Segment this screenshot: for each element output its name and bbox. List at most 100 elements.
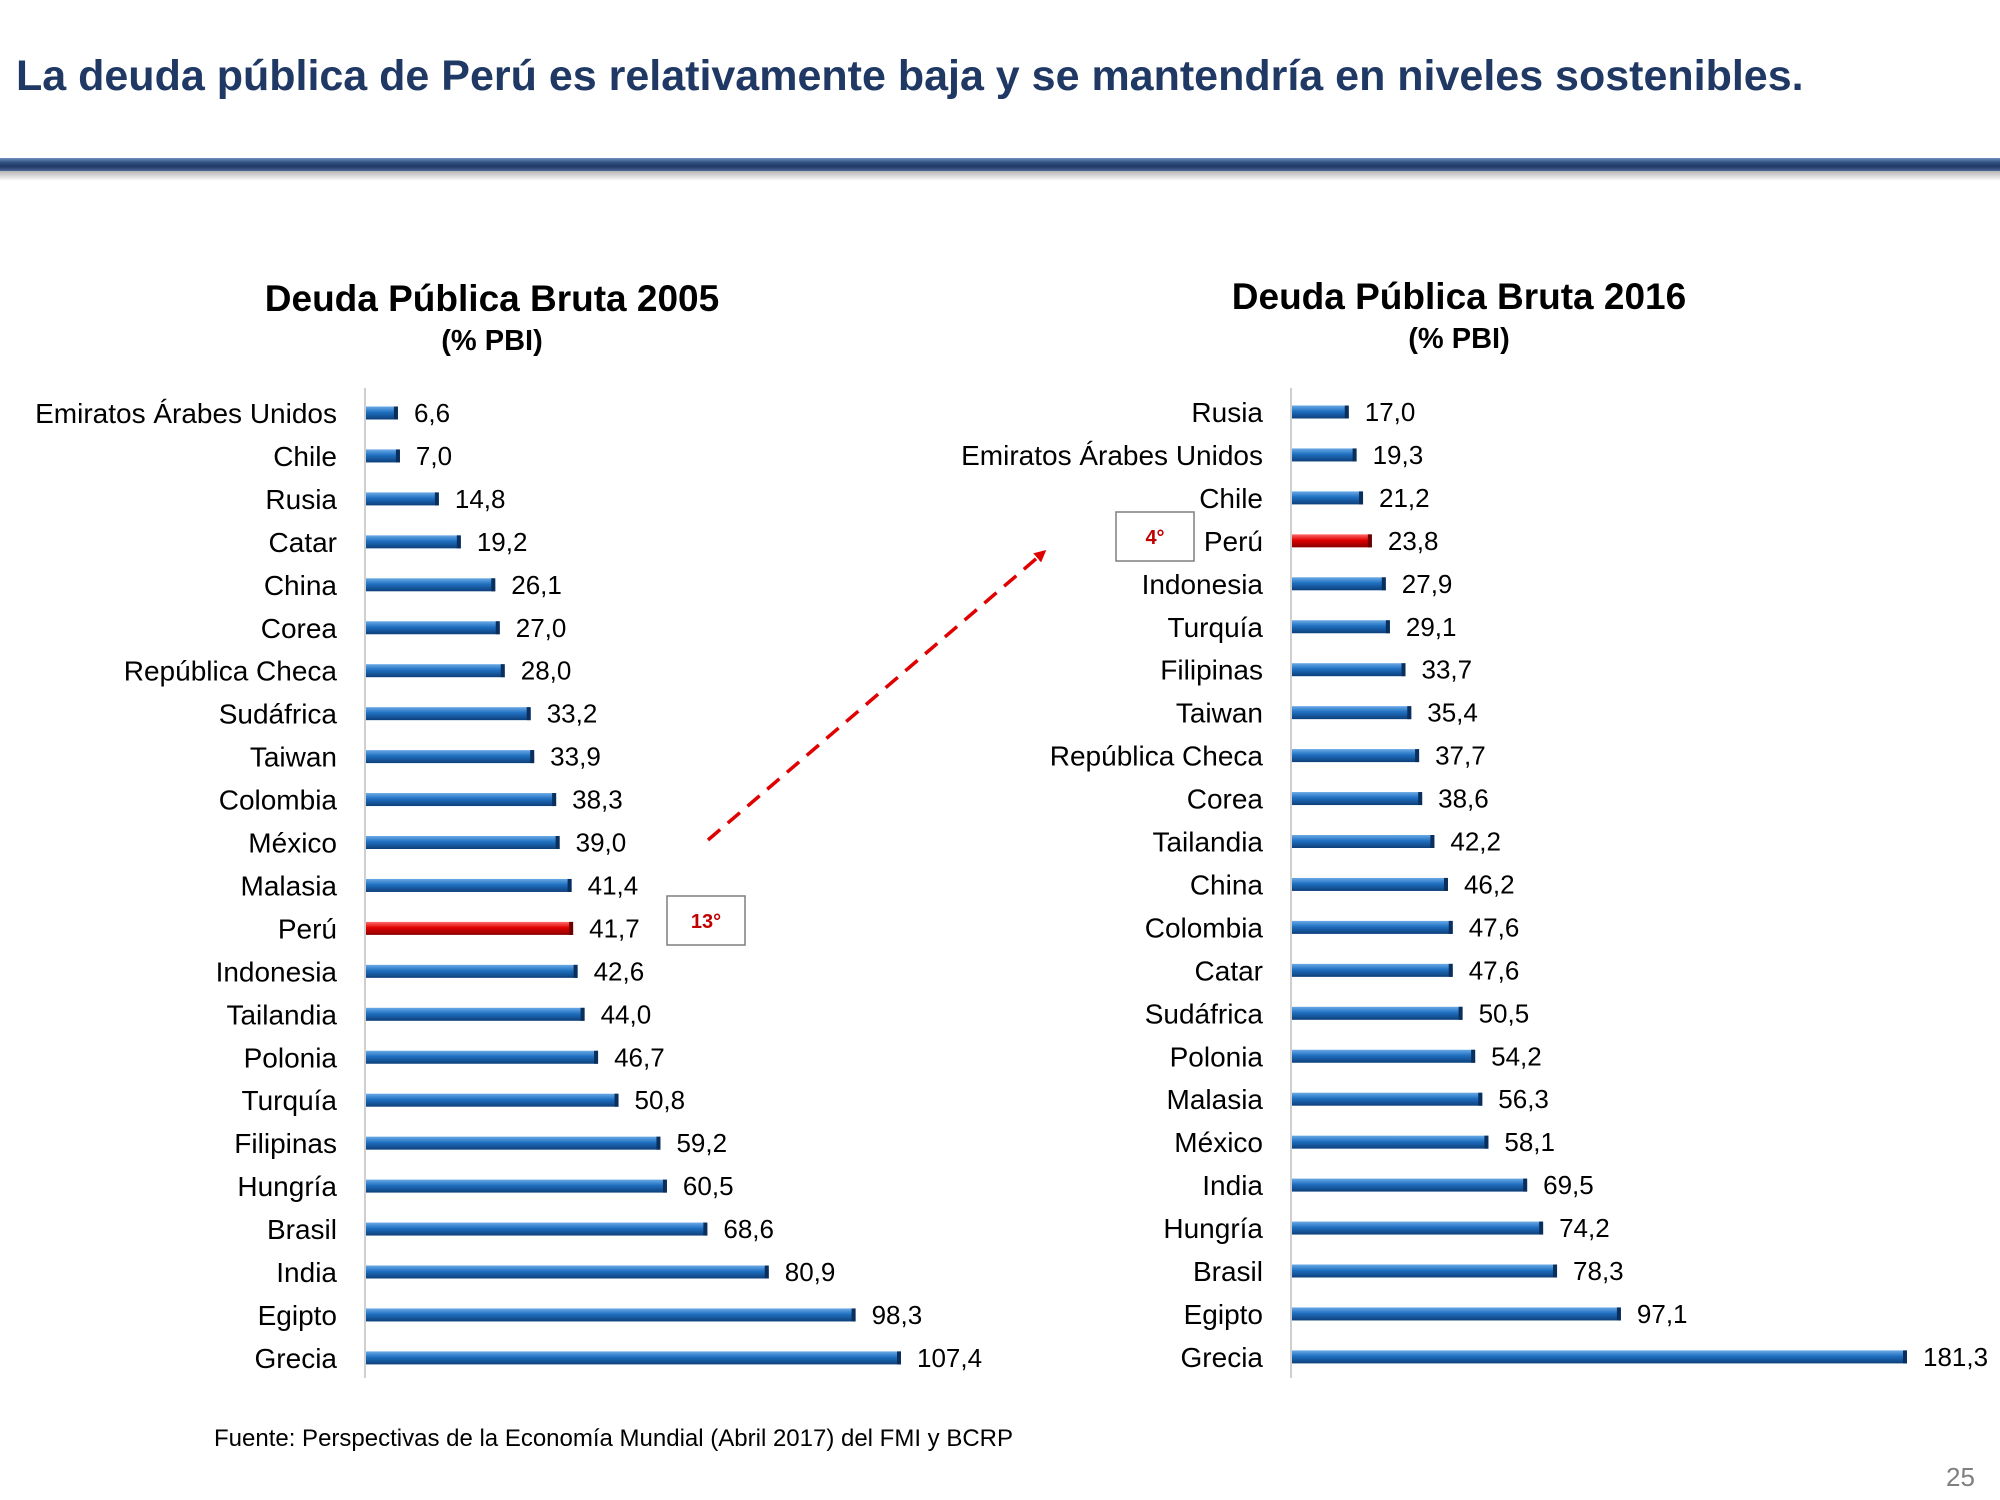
chart-2005-bar	[366, 1136, 661, 1150]
chart-2016-bar-end-cap	[1484, 1135, 1489, 1149]
chart-2016-bar-end-cap	[1471, 1049, 1476, 1063]
chart-2016-value-label: 27,9	[1402, 569, 1453, 599]
chart-2005-value-label: 50,8	[635, 1085, 686, 1115]
chart-2016-bar-peru	[1292, 534, 1372, 548]
chart-2005-value-label: 33,9	[550, 742, 601, 772]
chart-2005-title: Deuda Pública Bruta 2005	[264, 278, 720, 319]
chart-2005-value-label: 98,3	[872, 1300, 923, 1330]
chart-2005-value-label: 68,6	[723, 1214, 774, 1244]
improvement-arrow	[706, 550, 1047, 842]
chart-2016-bar-end-cap	[1415, 749, 1420, 763]
chart-2016-bar	[1292, 792, 1423, 806]
chart-2005-bar-end-cap	[851, 1308, 856, 1322]
chart-2016-category-label: República Checa	[1050, 741, 1264, 772]
rank-label-2016: 4°	[1145, 527, 1164, 549]
chart-2016-category-label: Rusia	[1191, 397, 1263, 428]
title-rule	[0, 158, 2000, 171]
chart-2005-bar	[366, 1351, 901, 1365]
chart-2016-value-label: 38,6	[1438, 784, 1489, 814]
chart-2005-category-label: China	[264, 570, 338, 601]
chart-2016-category-label: Grecia	[1181, 1342, 1264, 1373]
chart-2005-bar	[366, 964, 578, 978]
chart-2005-category-label: Corea	[261, 613, 338, 644]
chart-2005-category-label: Grecia	[255, 1343, 338, 1374]
slide-title: La deuda pública de Perú es relativament…	[16, 52, 1804, 100]
chart-2016-value-label: 181,3	[1923, 1342, 1988, 1372]
chart-2016-subtitle: (% PBI)	[1408, 323, 1510, 355]
chart-2005-category-label: Colombia	[219, 785, 338, 816]
chart-2016-category-label: Egipto	[1184, 1299, 1263, 1330]
rank-box-2005-frame	[666, 895, 746, 946]
chart-2005-value-label: 59,2	[676, 1128, 727, 1158]
chart-2016-category-label: Chile	[1199, 483, 1263, 514]
chart-2005-bar	[366, 707, 531, 721]
chart-2005-category-label: México	[248, 828, 337, 859]
chart-2005-category-label: Taiwan	[250, 742, 337, 773]
chart-2005-bar-end-cap	[573, 964, 578, 978]
chart-2016-category-label: China	[1190, 869, 1264, 900]
chart-2016-bar	[1292, 749, 1420, 763]
chart-2005-value-label: 60,5	[683, 1171, 734, 1201]
chart-2005-bar	[366, 836, 560, 849]
chart-2016-bar	[1292, 1092, 1483, 1106]
chart-2005-category-label: Egipto	[258, 1300, 337, 1331]
chart-2016-category-label: México	[1174, 1127, 1263, 1158]
chart-2005-bar	[366, 492, 439, 506]
chart-2016-value-label: 78,3	[1573, 1256, 1624, 1286]
chart-2005-bar	[366, 793, 557, 807]
chart-2016-value-label: 35,4	[1427, 698, 1478, 728]
chart-2005-bar	[366, 1093, 619, 1107]
chart-2005-bar-end-cap	[434, 492, 439, 506]
chart-2016-bar-end-cap	[1448, 920, 1453, 934]
rank-box-2005: 13°	[666, 895, 746, 946]
chart-2016-bar-end-cap	[1523, 1178, 1528, 1192]
chart-2005-bar-end-cap	[897, 1351, 901, 1365]
chart-2005-bar	[366, 1179, 667, 1193]
chart-2005-bar	[366, 750, 535, 764]
chart-2005-bar	[366, 878, 572, 892]
chart-2016-category-label: Indonesia	[1142, 569, 1264, 600]
chart-2005-bar-end-cap	[530, 750, 535, 764]
chart-2016-bar	[1292, 1350, 1907, 1364]
chart-2016-value-label: 47,6	[1469, 955, 1520, 985]
chart-2016-bar-end-cap	[1344, 405, 1349, 419]
chart-2005-bar-end-cap	[594, 1050, 599, 1064]
chart-2016-value-label: 21,2	[1379, 483, 1430, 513]
chart-2016-value-label: 47,6	[1469, 912, 1520, 942]
chart-2005-category-label: Polonia	[244, 1042, 338, 1073]
chart-2005-category-label: Perú	[278, 913, 337, 944]
chart-2016-category-label: Taiwan	[1176, 698, 1263, 729]
chart-2016-value-label: 74,2	[1559, 1213, 1610, 1243]
chart-2005-bar-end-cap	[656, 1136, 661, 1150]
title-rule-shadow	[0, 171, 2000, 181]
chart-2016-bar	[1292, 877, 1448, 891]
rank-box-2016: 4°	[1115, 511, 1195, 562]
chart-2005-bar-peru	[366, 921, 574, 935]
chart-2005-bar-end-cap	[526, 707, 531, 721]
chart-2016-value-label: 33,7	[1422, 655, 1473, 685]
chart-2005: Emiratos Árabes Unidos 6,6 Chile 7,0 Rusia 14…	[35, 388, 982, 1378]
chart-2016-value-label: 17,0	[1365, 397, 1416, 427]
chart-2005-category-label: Filipinas	[234, 1128, 337, 1159]
chart-2016-bar	[1292, 1264, 1558, 1278]
chart-2016-value-label: 46,2	[1464, 869, 1515, 899]
chart-2016: Rusia 17,0 Emiratos Árabes Unidos 19,3 Chile…	[961, 388, 1988, 1378]
chart-2005-value-label: 39,0	[576, 828, 627, 858]
chart-2016-bar	[1292, 920, 1453, 934]
chart-2005-bar-end-cap	[495, 621, 500, 635]
chart-2016-value-label: 37,7	[1435, 741, 1486, 771]
chart-2005-category-label: Indonesia	[216, 956, 338, 987]
chart-2005-bar-end-cap	[555, 836, 560, 849]
chart-2005-value-label: 38,3	[572, 785, 623, 815]
chart-2016-bar-end-cap	[1385, 620, 1390, 634]
source-note: Fuente: Perspectivas de la Economía Mund…	[214, 1425, 1014, 1452]
chart-2016-category-label: Colombia	[1145, 912, 1264, 943]
chart-2005-bar-end-cap	[662, 1179, 667, 1193]
chart-2016-bar-end-cap	[1401, 663, 1406, 677]
chart-2005-subtitle: (% PBI)	[441, 325, 543, 357]
chart-2005-value-label: 41,7	[589, 913, 640, 943]
chart-2016-bar-end-cap	[1430, 835, 1435, 848]
chart-2016-value-label: 29,1	[1406, 612, 1457, 642]
chart-2005-value-label: 19,2	[477, 527, 528, 557]
